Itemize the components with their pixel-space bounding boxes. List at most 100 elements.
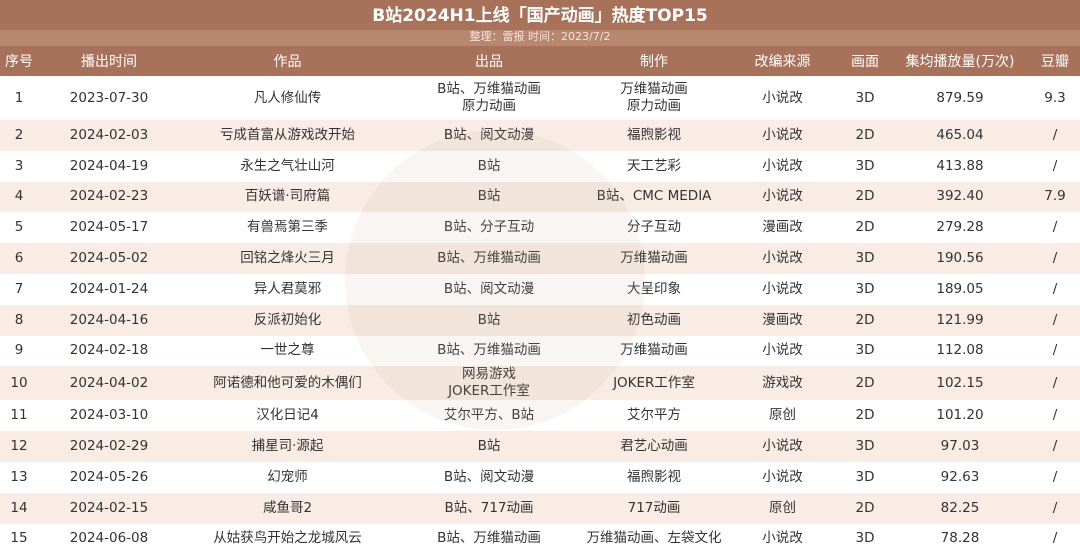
table-cell: 879.59: [936, 89, 984, 106]
table-body: 1 2023-07-30 凡人修仙传 B站、万维猫动画 原力动画 万维猫动画 原力动画小…: [0, 76, 1080, 554]
table-cell: /: [1052, 342, 1058, 359]
table-cell: B站、万维猫动画: [395, 243, 583, 274]
table-cell: 2024-05-26: [69, 468, 149, 485]
table-cell: 2024-04-19: [69, 157, 149, 174]
table-cell: 网易游戏 JOKER工作室: [395, 366, 583, 401]
table-cell: 92.63: [940, 468, 980, 485]
table-cell: /: [1030, 120, 1080, 151]
table-cell: 189.05: [936, 280, 984, 297]
table-cell: B站: [395, 181, 583, 213]
table-row: 1 2023-07-30 凡人修仙传 B站、万维猫动画 原力动画 万维猫动画 原力动画 小…: [0, 76, 1080, 120]
table-cell: /: [1052, 530, 1058, 547]
table-cell: /: [1052, 157, 1058, 174]
table-cell: /: [1052, 468, 1058, 485]
table-cell: 2D: [840, 304, 890, 336]
table-row: 3 2024-04-19 永生之气壮山河 B站 天工艺彩 小说改 3D 413.88 /: [0, 151, 1080, 182]
table-cell: /: [1052, 280, 1058, 297]
table-cell: 万维猫动画: [620, 342, 688, 359]
table-row: 9 2024-02-18 一世之尊 B站、万维猫动画 万维猫动画 小说改 3D 112.08 /: [0, 336, 1080, 367]
column-header: 制作: [583, 46, 725, 76]
column-header: 集均播放量(万次): [890, 46, 1030, 76]
table-cell: 465.04: [890, 120, 1030, 151]
table-cell: 3D: [855, 89, 875, 106]
table-cell: 万维猫动画: [583, 243, 725, 274]
table-cell: 艾尔平方、B站: [443, 407, 535, 424]
table-cell: 2024-02-03: [38, 120, 180, 151]
table-cell: 游戏改: [725, 366, 840, 401]
table-cell: 3D: [855, 468, 875, 485]
table-cell: 百妖谱·司府篇: [180, 181, 395, 213]
table-cell: 13: [10, 468, 28, 485]
table-cell: 112.08: [936, 342, 984, 359]
table-cell: 190.56: [890, 243, 1030, 274]
table-cell: /: [1052, 407, 1058, 424]
table-cell: 小说改: [762, 89, 803, 106]
table-cell: 万维猫动画、左袋文化: [586, 530, 722, 547]
table-cell: 2024-02-23: [38, 181, 180, 213]
table-cell: B站: [395, 431, 583, 462]
table-row: 7 2024-01-24 异人君莫邪 B站、阅文动漫 大呈印象 小说改 3D 189.05 /: [0, 274, 1080, 305]
table-cell: 9: [14, 342, 24, 359]
table-cell: 原创: [725, 492, 840, 524]
table-cell: 小说改: [762, 280, 803, 297]
table-row: 15 2024-06-08 从姑获鸟开始之龙城风云 B站、万维猫动画 万维猫动画、左袋文…: [0, 524, 1080, 554]
table-cell: /: [1030, 304, 1080, 336]
table-cell: 漫画改: [725, 304, 840, 336]
table-row: 14 2024-02-15 咸鱼哥2 B站、717动画 717动画 原创 2D 82.25/: [0, 492, 1080, 524]
column-header: 出品: [395, 46, 583, 76]
table-cell: 8: [0, 304, 38, 336]
table-cell: 102.15: [890, 366, 1030, 401]
table-cell: 3D: [855, 280, 875, 297]
table-cell: 7: [14, 280, 24, 297]
table-cell: 5: [14, 219, 24, 236]
table-cell: 2: [0, 120, 38, 151]
column-header: 画面: [840, 46, 890, 76]
table-row: 5 2024-05-17 有兽焉第三季 B站、分子互动 分子互动 漫画改 2D 279.28 /: [0, 212, 1080, 243]
table-cell: 2024-04-02: [38, 366, 180, 401]
table-cell: 回铭之烽火三月: [180, 243, 395, 274]
table-cell: 82.25: [890, 492, 1030, 524]
table-row: 11 2024-03-10 汉化日记4 艾尔平方、B站 艾尔平方 原创 2D 101.20 /: [0, 400, 1080, 431]
table-cell: JOKER工作室: [583, 366, 725, 401]
table-cell: 279.28: [936, 219, 984, 236]
table-cell: 福煦影视: [583, 120, 725, 151]
table-cell: 小说改: [762, 530, 803, 547]
table-cell: 2024-05-02: [38, 243, 180, 274]
ranking-table: 序号 播出时间 作品 出品 制作 改编来源 画面 集均播放量(万次) 豆瓣 1 2023-07-3…: [0, 46, 1080, 554]
table-cell: B站、CMC MEDIA: [583, 181, 725, 213]
table-cell: B站: [477, 157, 501, 174]
table-cell: 君艺心动画: [583, 431, 725, 462]
table-cell: 4: [0, 181, 38, 213]
table-row: 10 2024-04-02 阿诺德和他可爱的木偶们 网易游戏 JOKER工作室 JOKE…: [0, 366, 1080, 401]
table-cell: 1: [14, 89, 24, 106]
table-row: 13 2024-05-26 幻宠师 B站、阅文动漫 福煦影视 小说改 3D 92.63 /: [0, 462, 1080, 493]
table-cell: 2024-06-08: [69, 530, 149, 547]
table-cell: 2024-02-29: [38, 431, 180, 462]
table-cell: B站、万维猫动画 原力动画: [437, 81, 541, 114]
table-cell: 凡人修仙传: [253, 89, 322, 106]
table-cell: B站、分子互动: [443, 219, 535, 236]
column-header: 播出时间: [38, 46, 180, 76]
table-cell: 3D: [855, 530, 875, 547]
table-cell: 从姑获鸟开始之龙城风云: [213, 530, 362, 547]
table-cell: 97.03: [890, 431, 1030, 462]
table-cell: 小说改: [762, 468, 803, 485]
table-cell: 413.88: [936, 157, 984, 174]
table-cell: 6: [0, 243, 38, 274]
table-cell: 2023-07-30: [69, 89, 149, 106]
table-cell: 大呈印象: [627, 280, 681, 297]
table-cell: 10: [0, 366, 38, 401]
table-cell: 反派初始化: [180, 304, 395, 336]
header-row: 序号 播出时间 作品 出品 制作 改编来源 画面 集均播放量(万次) 豆瓣: [0, 46, 1080, 76]
table-cell: 2024-03-10: [69, 407, 149, 424]
table-cell: 78.28: [940, 530, 980, 547]
table-cell: 亏成首富从游戏改开始: [180, 120, 395, 151]
table-cell: B站、阅文动漫: [395, 120, 583, 151]
table-cell: 9.3: [1044, 89, 1066, 106]
table-cell: 福煦影视: [627, 468, 681, 485]
table-cell: B站、万维猫动画: [437, 530, 541, 547]
table-cell: 永生之气壮山河: [240, 157, 335, 174]
table-cell: B站、阅文动漫: [443, 280, 535, 297]
table-cell: 有兽焉第三季: [247, 219, 328, 236]
